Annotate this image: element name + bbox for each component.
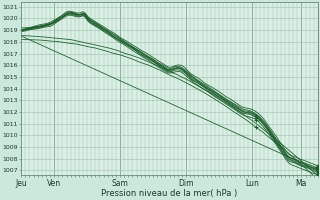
X-axis label: Pression niveau de la mer( hPa ): Pression niveau de la mer( hPa ) [101,189,238,198]
